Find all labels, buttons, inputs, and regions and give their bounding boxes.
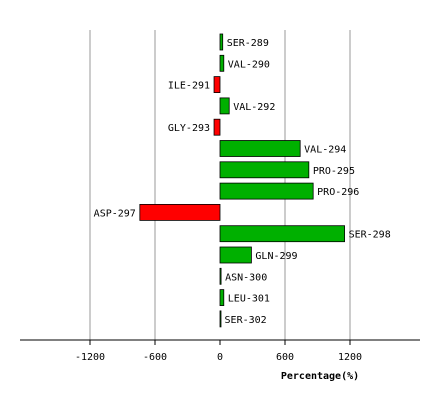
bar-label: GLY-293 — [168, 123, 210, 134]
bar-label: SER-302 — [225, 315, 267, 326]
bar-label: VAL-294 — [304, 145, 346, 156]
x-tick-label: 0 — [217, 352, 223, 363]
bar-label: ASP-297 — [94, 208, 136, 219]
bar-label: PRO-295 — [313, 166, 355, 177]
bar-label: LEU-301 — [228, 294, 270, 305]
bar-label: SER-298 — [349, 230, 391, 241]
bar-label: SER-289 — [227, 38, 269, 49]
bar-val-294 — [219, 140, 301, 157]
bar-asp-297 — [139, 203, 221, 221]
bar-asn-300 — [219, 267, 222, 285]
bar-ser-302 — [219, 310, 222, 328]
bar-leu-301 — [219, 289, 225, 307]
bar-ile-291 — [213, 76, 221, 93]
bar-ser-289 — [219, 33, 224, 51]
bar-label: GLN-299 — [255, 251, 297, 262]
x-axis-title: Percentage(%) — [281, 371, 359, 382]
bar-val-292 — [219, 97, 230, 115]
bar-pro-296 — [219, 182, 314, 200]
x-tick-label: 600 — [276, 352, 294, 363]
bar-label: ASN-300 — [225, 272, 267, 283]
bar-val-290 — [219, 54, 225, 72]
bar-ser-298 — [219, 225, 345, 243]
bar-label: VAL-290 — [228, 59, 270, 70]
bar-label: PRO-296 — [317, 187, 359, 198]
bar-label: ILE-291 — [168, 81, 210, 92]
x-tick-label: 1200 — [338, 352, 362, 363]
bar-gly-293 — [213, 118, 221, 136]
bar-gln-299 — [219, 246, 252, 264]
x-tick-label: -600 — [143, 352, 167, 363]
x-tick-label: -1200 — [75, 352, 105, 363]
bar-label: VAL-292 — [233, 102, 275, 113]
bar-pro-295 — [219, 161, 310, 179]
